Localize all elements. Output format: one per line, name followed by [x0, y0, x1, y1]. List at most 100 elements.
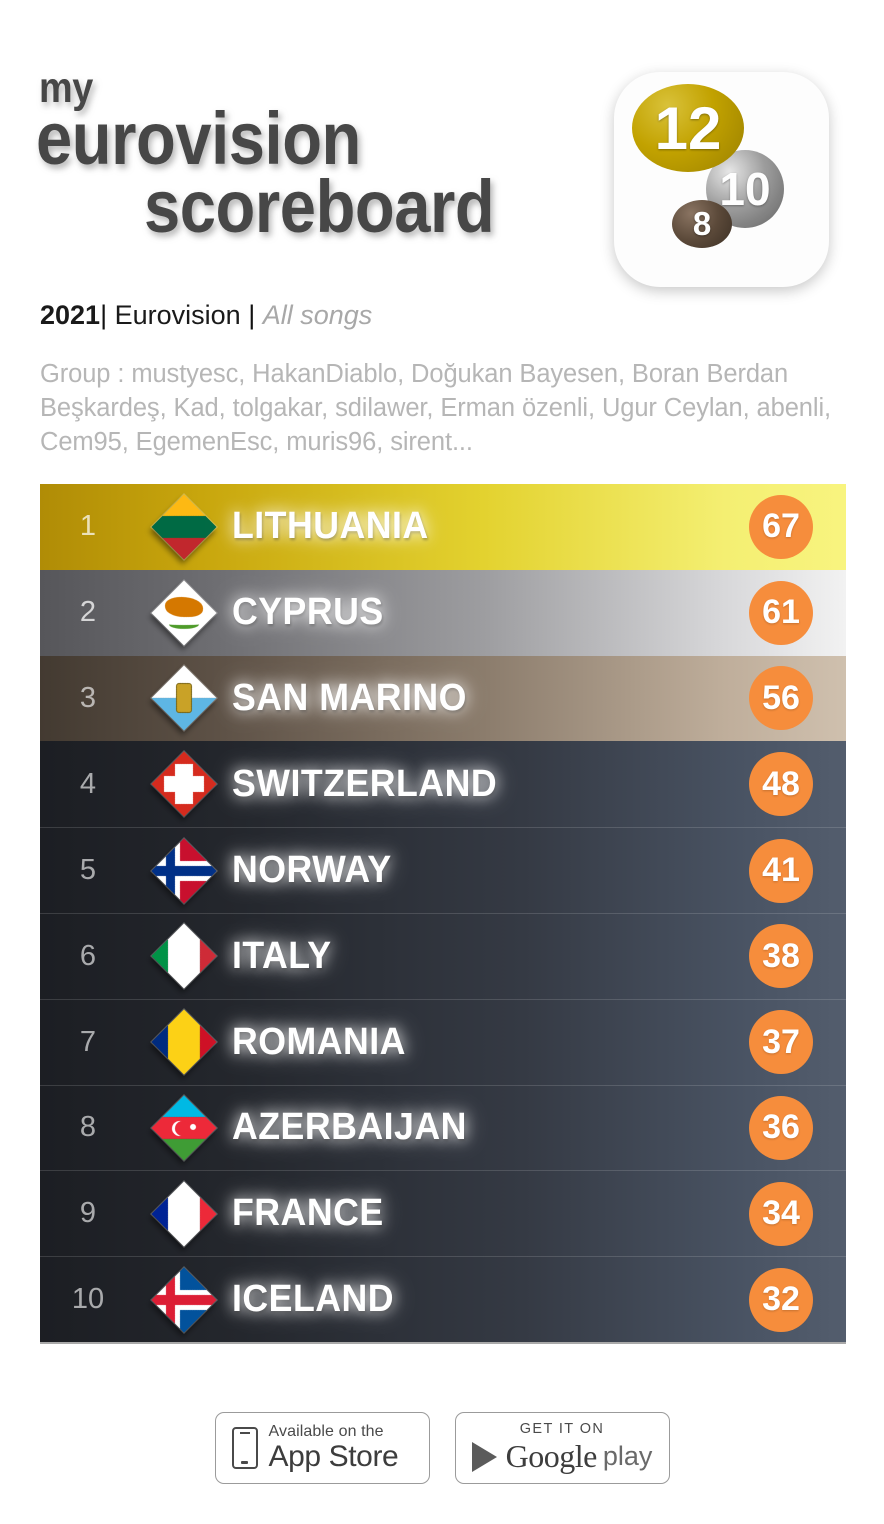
logo-line-scoreboard: scoreboard: [144, 164, 495, 248]
flag-cyprus-icon: [150, 578, 218, 647]
scoreboard-row[interactable]: 9 FRANCE 34: [40, 1170, 846, 1257]
row-score: 36: [716, 1095, 846, 1160]
google-play-triangle-icon: [471, 1441, 497, 1472]
row-score: 56: [716, 666, 846, 731]
row-score: 37: [716, 1010, 846, 1075]
row-rank: 7: [79, 1025, 97, 1058]
row-country-name: SAN MARINO: [232, 676, 467, 719]
scoreboard-row[interactable]: 1 LITHUANIA 67: [40, 484, 846, 570]
row-flag-wrap: [136, 922, 232, 991]
row-rank: 1: [79, 510, 97, 543]
row-flag-wrap: [136, 492, 232, 561]
row-flag-wrap: [136, 578, 232, 647]
score-badge: 37: [749, 1010, 813, 1075]
row-country-name: FRANCE: [232, 1192, 384, 1235]
row-rank: 9: [79, 1197, 97, 1230]
row-country-name: CYPRUS: [232, 591, 384, 634]
score-ball-12-icon: 12: [632, 84, 744, 172]
contest-year: 2021: [40, 300, 101, 330]
row-country-name: AZERBAIJAN: [232, 1106, 467, 1149]
flag-san-marino-icon: [150, 664, 218, 733]
row-country-name: ROMANIA: [232, 1020, 406, 1063]
scoreboard-row[interactable]: 6 ITALY 38: [40, 912, 846, 999]
google-word: Google: [505, 1438, 598, 1474]
google-play-badge[interactable]: GET IT ON Google play: [454, 1412, 670, 1484]
logo-line-my: my: [39, 64, 93, 112]
score-badge: 38: [749, 924, 813, 989]
scoreboard-row[interactable]: 8 AZERBAIJAN 36: [40, 1084, 846, 1171]
flag-switzerland-icon: [150, 750, 218, 819]
flag-italy-icon: [150, 922, 218, 991]
row-rank: 4: [79, 767, 97, 800]
score-badge: 67: [749, 494, 813, 559]
row-rank: 8: [79, 1111, 97, 1144]
contest-name: Eurovision: [114, 300, 241, 330]
row-country-name: NORWAY: [232, 849, 392, 892]
flag-france-icon: [150, 1179, 218, 1248]
scoreboard-row[interactable]: 3 SAN MARINO 56: [40, 655, 846, 742]
flag-azerbaijan-icon: [150, 1094, 218, 1162]
logo-line-eurovision: eurovision: [36, 97, 361, 181]
store-badges: Available on the App Store GET IT ON Goo…: [0, 1412, 884, 1484]
row-rank: 3: [79, 681, 97, 714]
row-score: 48: [716, 752, 846, 817]
app-icon[interactable]: 12 10 8: [614, 72, 829, 287]
subtitle-separator-2: |: [248, 300, 256, 330]
row-flag-wrap: [136, 1265, 232, 1334]
flag-lithuania-icon: [150, 492, 218, 561]
scoreboard-row[interactable]: 10 ICELAND 32: [40, 1256, 846, 1342]
row-flag-wrap: [136, 750, 232, 819]
row-rank: 2: [79, 596, 97, 629]
score-badge: 61: [749, 580, 813, 645]
flag-norway-icon: [150, 836, 218, 905]
google-play-small-label: GET IT ON: [519, 1421, 605, 1437]
row-score: 61: [716, 580, 846, 645]
contest-filter: All songs: [262, 300, 373, 330]
flag-iceland-icon: [150, 1265, 218, 1334]
iphone-icon: [231, 1427, 258, 1469]
row-flag-wrap: [136, 664, 232, 733]
row-score: 34: [716, 1181, 846, 1246]
google-play-text: GET IT ON Google play: [471, 1421, 653, 1475]
row-score: 67: [716, 494, 846, 559]
scoreboard-row[interactable]: 4 SWITZERLAND 48: [40, 741, 846, 828]
flag-romania-icon: [150, 1008, 218, 1077]
score-badge: 34: [749, 1181, 813, 1246]
contest-subtitle: 2021| Eurovision | All songs: [40, 300, 372, 331]
score-badge: 48: [749, 752, 813, 817]
score-badge: 36: [749, 1095, 813, 1160]
app-store-text: Available on the App Store: [268, 1422, 399, 1473]
score-badge: 32: [749, 1267, 813, 1332]
row-rank: 6: [79, 939, 97, 972]
row-score: 32: [716, 1267, 846, 1332]
row-score: 38: [716, 924, 846, 989]
score-badge: 41: [749, 838, 813, 903]
app-store-big-label: App Store: [268, 1439, 399, 1473]
google-play-wordmark: Google play: [471, 1438, 653, 1475]
group-members-text: Group : mustyesc, HakanDiablo, Doğukan B…: [40, 360, 831, 456]
row-flag-wrap: [136, 1008, 232, 1077]
score-ball-8-icon: 8: [672, 200, 732, 248]
row-flag-wrap: [136, 836, 232, 905]
scoreboard-row[interactable]: 5 NORWAY 41: [40, 827, 846, 913]
play-word: play: [602, 1441, 653, 1471]
row-flag-wrap: [136, 1094, 232, 1162]
row-flag-wrap: [136, 1179, 232, 1248]
row-country-name: SWITZERLAND: [232, 762, 498, 805]
app-store-small-label: Available on the: [268, 1422, 384, 1440]
app-logo: my eurovision scoreboard: [36, 64, 556, 248]
score-badge: 56: [749, 666, 813, 731]
row-rank: 10: [71, 1283, 105, 1316]
scoreboard-row[interactable]: 2 CYPRUS 61: [40, 569, 846, 656]
subtitle-separator-1: |: [100, 300, 108, 330]
page-header: my eurovision scoreboard 12 10 8: [0, 0, 884, 290]
row-country-name: ITALY: [232, 934, 332, 977]
row-country-name: LITHUANIA: [232, 505, 429, 548]
row-rank: 5: [79, 854, 97, 887]
scoreboard-list: 1 LITHUANIA 67 2 CYPRUS 61 3 SAN MARINO …: [40, 484, 846, 1344]
row-country-name: ICELAND: [232, 1278, 395, 1321]
scoreboard-row[interactable]: 7 ROMANIA 37: [40, 998, 846, 1085]
row-score: 41: [716, 838, 846, 903]
app-store-badge[interactable]: Available on the App Store: [214, 1412, 430, 1484]
